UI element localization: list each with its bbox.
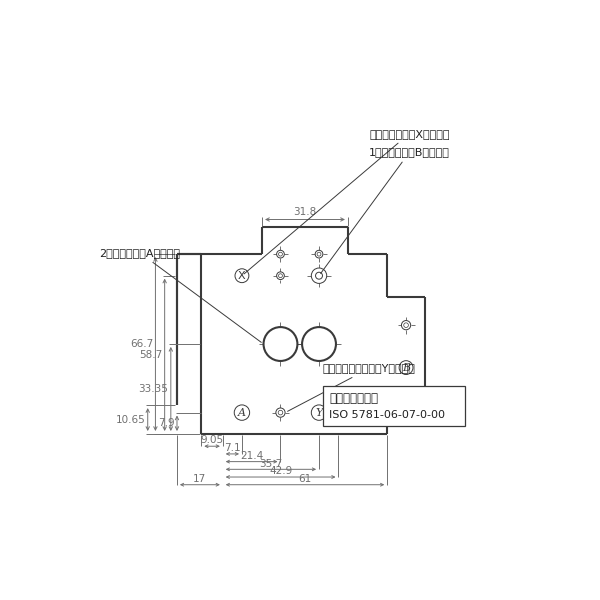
Circle shape xyxy=(311,405,327,421)
Text: 66.7: 66.7 xyxy=(130,339,153,349)
Circle shape xyxy=(302,327,336,361)
Text: 17: 17 xyxy=(193,474,206,484)
Text: 1次側ポート（Bポート）: 1次側ポート（Bポート） xyxy=(320,147,450,274)
Text: 外部ドレンポート（Yポート）: 外部ドレンポート（Yポート） xyxy=(287,364,416,412)
Text: X: X xyxy=(238,271,246,281)
Text: 33.35: 33.35 xyxy=(139,384,169,394)
Circle shape xyxy=(315,250,323,258)
Circle shape xyxy=(404,323,409,328)
Circle shape xyxy=(235,269,249,283)
Text: A: A xyxy=(238,407,246,418)
Text: 35.7: 35.7 xyxy=(259,458,283,469)
Text: ベントポート（Xポート）: ベントポート（Xポート） xyxy=(244,128,449,274)
Text: 61: 61 xyxy=(298,474,311,484)
Text: 42.9: 42.9 xyxy=(269,466,292,476)
Bar xyxy=(323,386,466,426)
Circle shape xyxy=(278,410,283,415)
Circle shape xyxy=(277,250,284,258)
Circle shape xyxy=(399,361,413,374)
Circle shape xyxy=(234,405,250,421)
Circle shape xyxy=(276,408,285,417)
Circle shape xyxy=(401,320,410,330)
Circle shape xyxy=(263,327,298,361)
Text: 2次側ポート（Aポート）: 2次側ポート（Aポート） xyxy=(100,248,262,343)
Circle shape xyxy=(278,274,283,278)
Text: ISO 5781-06-07-0-00: ISO 5781-06-07-0-00 xyxy=(329,410,445,420)
Text: 9.05: 9.05 xyxy=(200,436,224,445)
Polygon shape xyxy=(177,227,425,434)
Circle shape xyxy=(278,252,283,256)
Text: 21.4: 21.4 xyxy=(240,451,263,461)
Text: 31.8: 31.8 xyxy=(293,207,317,217)
Text: 取付面（準拠）: 取付面（準拠） xyxy=(329,392,378,404)
Circle shape xyxy=(316,272,322,279)
Circle shape xyxy=(317,252,321,256)
Circle shape xyxy=(277,272,284,280)
Circle shape xyxy=(311,268,327,283)
Text: 58.7: 58.7 xyxy=(139,350,163,360)
Text: Y: Y xyxy=(316,407,323,418)
Text: 7.9: 7.9 xyxy=(158,418,175,428)
Text: B: B xyxy=(402,362,410,373)
Text: 10.65: 10.65 xyxy=(116,415,145,425)
Text: 7.1: 7.1 xyxy=(224,443,241,453)
